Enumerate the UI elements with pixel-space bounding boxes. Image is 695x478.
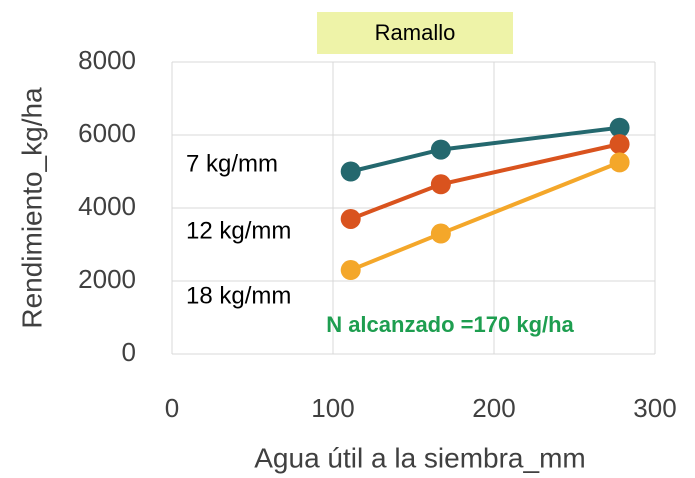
- series-label: 18 kg/mm: [186, 282, 291, 309]
- x-tick-label: 300: [633, 393, 676, 423]
- y-axis-label: Rendimiento_kg/ha: [16, 87, 47, 329]
- data-point: [430, 174, 451, 195]
- data-point: [430, 223, 451, 244]
- annotation: N alcanzado =170 kg/ha: [326, 312, 574, 337]
- x-tick-label: 200: [472, 393, 515, 423]
- series-line: [349, 160, 621, 272]
- data-point: [340, 208, 361, 229]
- data-point: [609, 134, 630, 155]
- x-tick-label: 0: [165, 393, 179, 423]
- data-point: [609, 152, 630, 173]
- series-line: [350, 125, 620, 174]
- chart-title: Ramallo: [375, 20, 456, 45]
- data-point: [430, 139, 451, 160]
- x-axis-label: Agua útil a la siembra_mm: [254, 442, 585, 473]
- data-point: [609, 117, 630, 138]
- y-tick-label: 8000: [78, 45, 136, 75]
- series-label: 12 kg/mm: [186, 217, 291, 244]
- series-label: 7 kg/mm: [186, 150, 278, 177]
- y-tick-label: 0: [122, 337, 136, 367]
- y-tick-label: 2000: [78, 264, 136, 294]
- title-box: [317, 12, 513, 54]
- y-tick-label: 6000: [78, 118, 136, 148]
- x-tick-label: 100: [311, 393, 354, 423]
- y-tick-label: 4000: [78, 191, 136, 221]
- data-point: [340, 161, 361, 182]
- data-point: [340, 260, 361, 281]
